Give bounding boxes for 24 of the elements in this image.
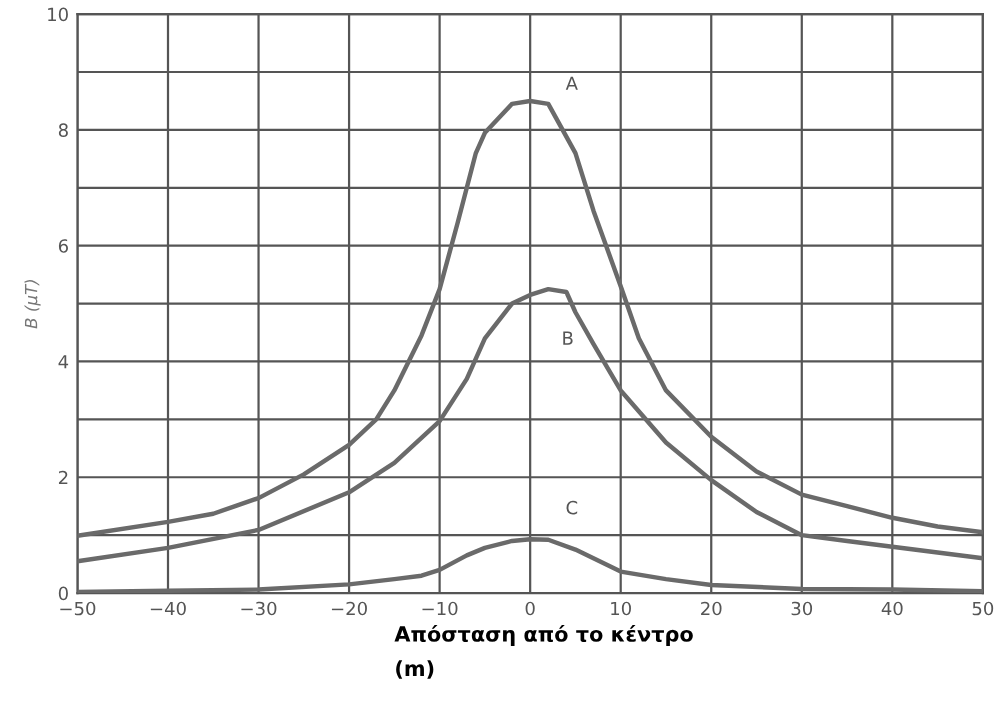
x-tick-label: −20 xyxy=(331,601,367,616)
y-tick-label: 8 xyxy=(58,123,68,138)
series-label: A xyxy=(565,76,578,90)
x-tick-label: 30 xyxy=(791,601,813,616)
y-tick-label: 4 xyxy=(58,355,69,369)
x-tick-label: 10 xyxy=(611,601,631,616)
y-tick-label: 2 xyxy=(58,470,68,485)
line-series xyxy=(77,98,983,538)
series-label: B xyxy=(563,331,573,345)
x-tick-label: 50 xyxy=(972,601,994,616)
x-tick-label: 0 xyxy=(525,601,535,616)
x-tick-label: −30 xyxy=(241,601,277,616)
y-tick-label: 0 xyxy=(58,586,68,601)
y-tick-label: 10 xyxy=(48,7,68,22)
series-label: C xyxy=(566,500,578,515)
x-tick-label: 40 xyxy=(881,601,903,616)
y-tick-label: 6 xyxy=(58,239,68,253)
x-tick-label: 20 xyxy=(701,601,722,616)
x-tick-label: −40 xyxy=(150,601,186,616)
x-tick-label: −10 xyxy=(422,601,458,616)
y-axis-title: B (μT) xyxy=(24,280,41,329)
x-axis-title: Απόσταση από το κέντρο (m) xyxy=(394,624,693,679)
x-tick-label: −50 xyxy=(60,601,96,616)
line-series xyxy=(77,286,983,564)
